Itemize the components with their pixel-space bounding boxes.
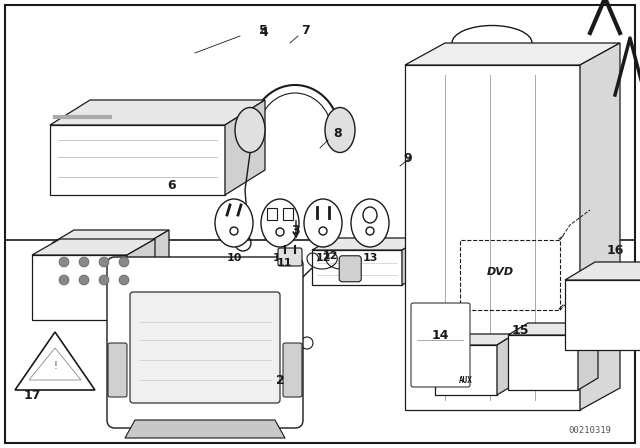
Polygon shape	[225, 100, 265, 195]
Circle shape	[59, 275, 69, 285]
FancyBboxPatch shape	[107, 257, 303, 428]
Polygon shape	[147, 230, 169, 288]
Circle shape	[119, 275, 129, 285]
Polygon shape	[402, 238, 424, 285]
Polygon shape	[565, 280, 640, 350]
Circle shape	[319, 227, 327, 235]
Text: 6: 6	[168, 178, 176, 191]
FancyBboxPatch shape	[278, 248, 302, 266]
Circle shape	[99, 275, 109, 285]
Polygon shape	[578, 323, 598, 390]
Polygon shape	[405, 43, 620, 65]
Ellipse shape	[235, 108, 265, 152]
Text: 4: 4	[260, 26, 268, 39]
Polygon shape	[32, 239, 155, 255]
Ellipse shape	[363, 207, 377, 223]
Text: 12: 12	[323, 251, 338, 261]
Bar	[283, 208, 293, 220]
Text: 5: 5	[259, 23, 268, 36]
Circle shape	[119, 257, 129, 267]
Polygon shape	[32, 255, 127, 320]
Text: DVD: DVD	[486, 267, 513, 277]
Polygon shape	[50, 125, 225, 195]
Text: 7: 7	[301, 23, 309, 36]
Polygon shape	[508, 323, 598, 335]
Circle shape	[59, 257, 69, 267]
Polygon shape	[127, 239, 155, 320]
Circle shape	[276, 228, 284, 236]
Text: !: !	[53, 361, 57, 371]
FancyBboxPatch shape	[411, 303, 470, 387]
Ellipse shape	[215, 199, 253, 247]
Polygon shape	[50, 100, 265, 125]
Circle shape	[79, 257, 89, 267]
Ellipse shape	[261, 199, 299, 247]
Polygon shape	[125, 420, 285, 438]
Text: 11: 11	[272, 253, 288, 263]
Polygon shape	[565, 262, 640, 280]
Polygon shape	[580, 43, 620, 410]
Ellipse shape	[325, 108, 355, 152]
Text: 12: 12	[316, 253, 331, 263]
Polygon shape	[508, 335, 578, 390]
FancyBboxPatch shape	[130, 292, 280, 403]
Polygon shape	[52, 230, 169, 243]
FancyBboxPatch shape	[283, 343, 302, 397]
Text: 17: 17	[23, 388, 41, 401]
Circle shape	[99, 257, 109, 267]
FancyBboxPatch shape	[339, 256, 361, 282]
Circle shape	[79, 275, 89, 285]
Text: AUX: AUX	[459, 375, 473, 384]
Circle shape	[230, 227, 238, 235]
Text: 00210319: 00210319	[568, 426, 611, 435]
Text: 1: 1	[161, 297, 170, 310]
FancyBboxPatch shape	[108, 343, 127, 397]
Text: 15: 15	[511, 323, 529, 336]
Text: 11: 11	[276, 258, 292, 268]
Text: 2: 2	[276, 374, 284, 387]
Text: 10: 10	[227, 253, 242, 263]
Polygon shape	[405, 65, 580, 410]
Ellipse shape	[304, 199, 342, 247]
Text: 14: 14	[431, 328, 449, 341]
Polygon shape	[52, 243, 147, 288]
Polygon shape	[435, 334, 515, 345]
Text: 16: 16	[606, 244, 624, 257]
Bar	[267, 208, 277, 220]
Text: 13: 13	[362, 253, 378, 263]
Circle shape	[366, 227, 374, 235]
Polygon shape	[497, 334, 515, 395]
Text: 8: 8	[333, 126, 342, 139]
Polygon shape	[29, 348, 81, 380]
Polygon shape	[312, 238, 424, 250]
Text: 9: 9	[404, 151, 412, 164]
Polygon shape	[15, 332, 95, 390]
Ellipse shape	[351, 199, 389, 247]
Polygon shape	[312, 250, 402, 285]
Text: 3: 3	[292, 224, 300, 237]
Polygon shape	[435, 345, 497, 395]
FancyBboxPatch shape	[57, 177, 109, 191]
